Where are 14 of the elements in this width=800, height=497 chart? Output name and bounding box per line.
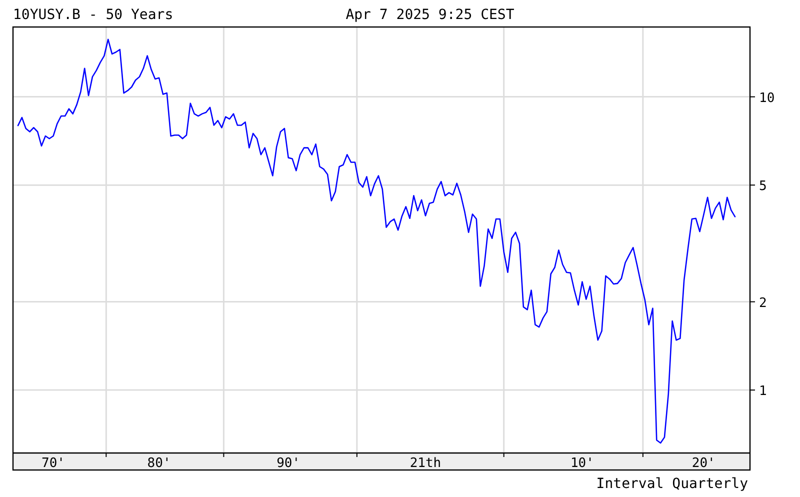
x-tick-label: 21th — [410, 456, 442, 471]
text: Interval Quarterly — [596, 476, 748, 492]
y-tick-label: 1 — [759, 384, 767, 400]
y-tick-label: 5 — [759, 179, 767, 194]
line-series — [17, 38, 736, 444]
y-tick-label: 10 — [759, 90, 775, 106]
x-tick-label: 90' — [276, 456, 300, 471]
chart-title: 10YUSY.B - 50 Years — [13, 7, 174, 23]
x-tick-label: 80' — [147, 456, 171, 471]
chart-subtitle: Apr 7 2025 9:25 CEST — [346, 7, 515, 23]
x-tick-label: 10' — [570, 456, 594, 471]
x-tick-label: 20' — [692, 456, 716, 471]
x-tick-label: 70' — [42, 456, 66, 471]
y-tick-label: 2 — [759, 296, 767, 311]
